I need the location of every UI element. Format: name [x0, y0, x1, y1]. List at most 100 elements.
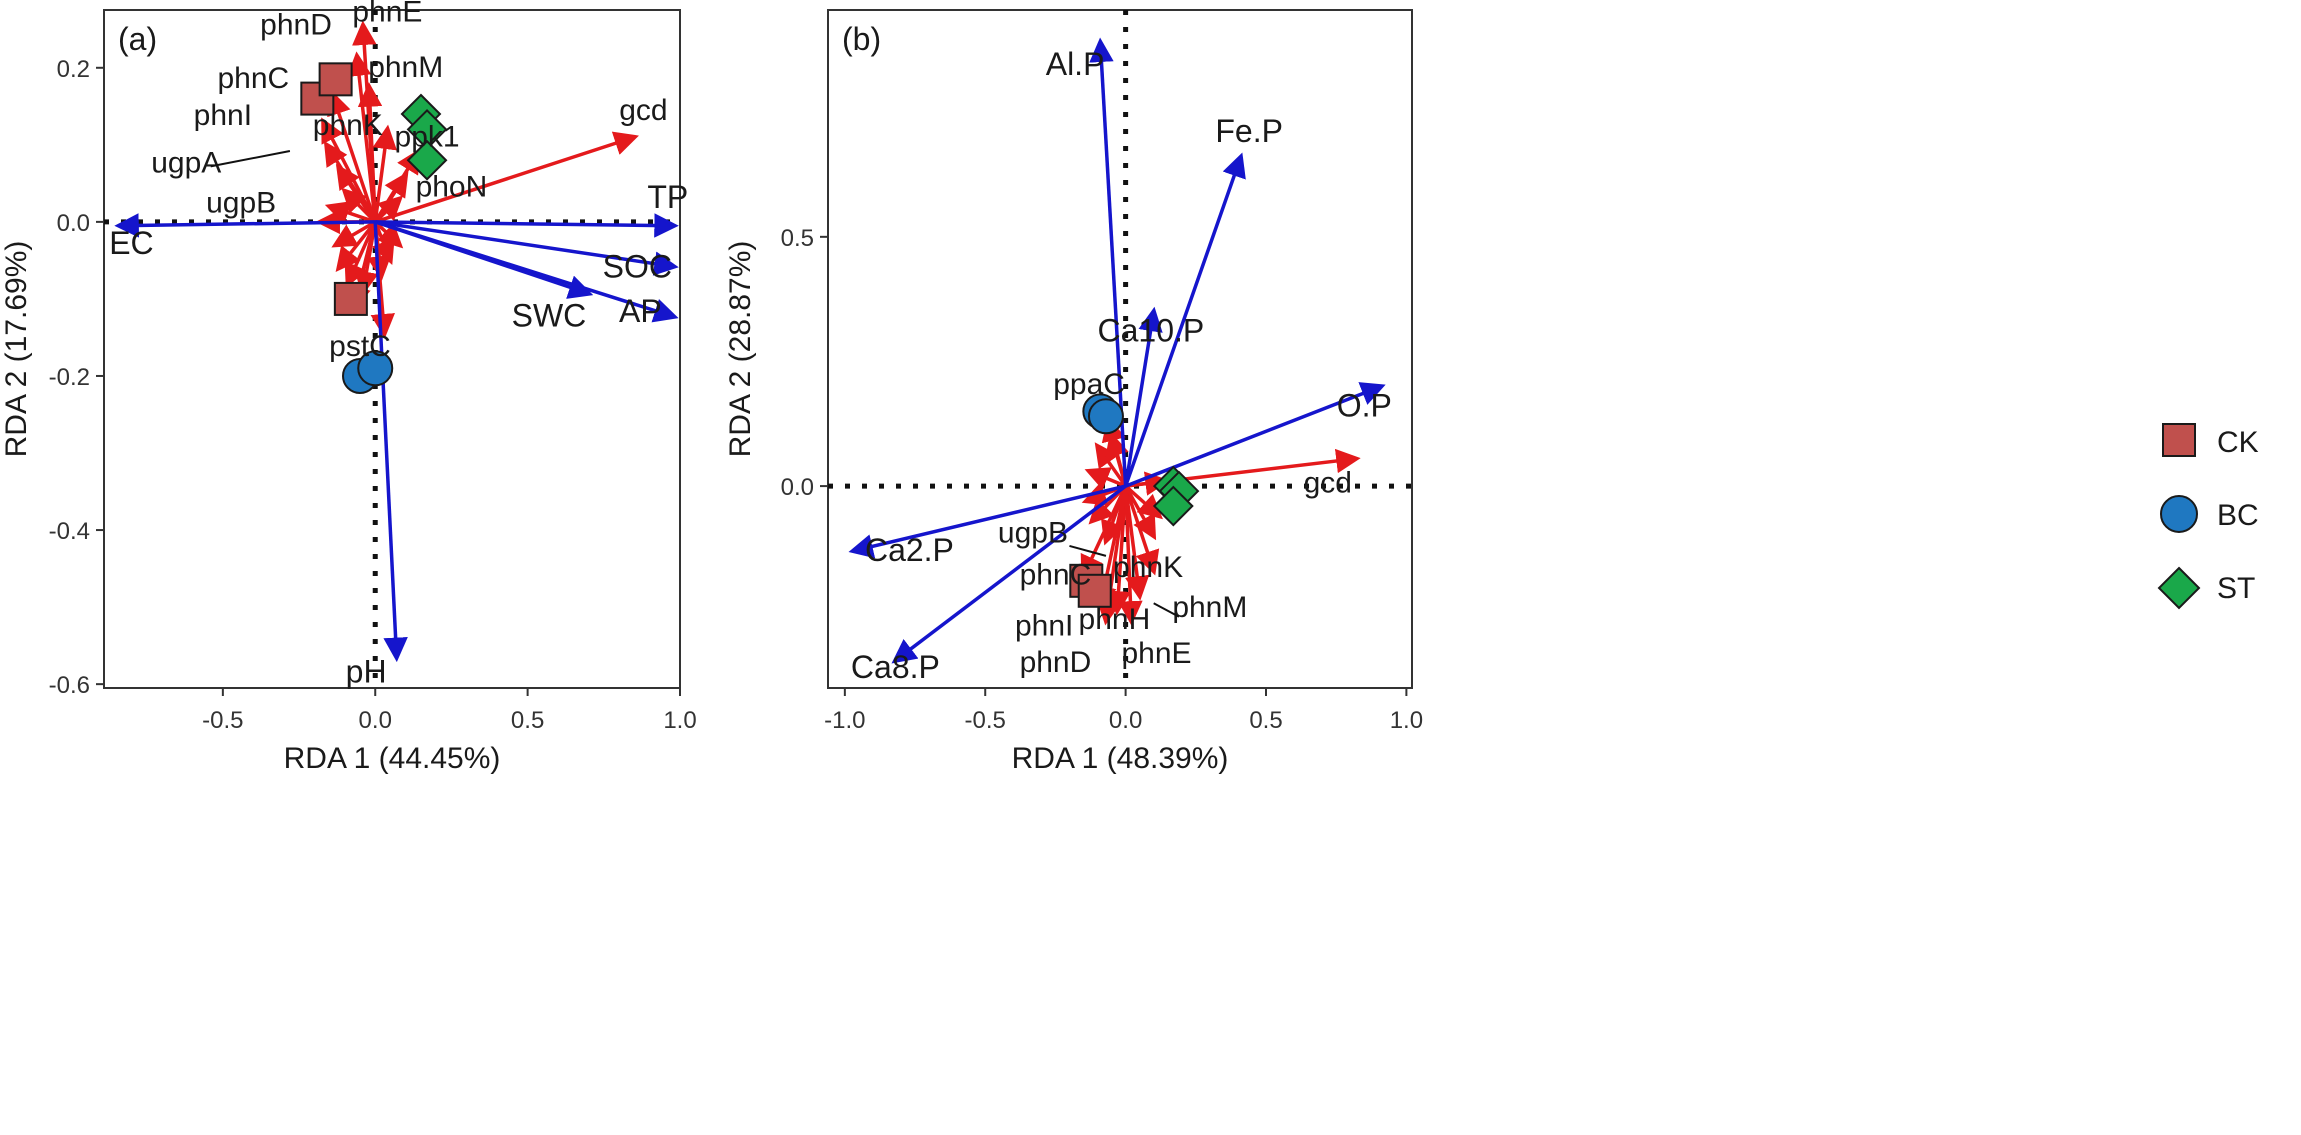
p1-y-tick-label: 0.2 — [57, 56, 90, 83]
legend-key-ck — [2162, 423, 2196, 457]
p2-x-tick-label: 0.0 — [1109, 707, 1142, 734]
p2-species-arrow-unlabeled — [1124, 484, 1163, 520]
p2-y-axis-label: RDA 2 (28.87%) — [724, 241, 757, 458]
panel-b: -1.0 -0.5 0.0 0.5 1.0 0.0 0.5 RDA 1 (48.39%) RDA… — [724, 9, 1423, 775]
p1-x-axis-label: RDA 1 (44.45%) — [284, 742, 501, 775]
p1-species-label-ugpa: ugpA — [151, 147, 221, 180]
p1-species-arrow-unlabeled — [344, 221, 377, 288]
p2-panel-title: (b) — [842, 21, 881, 57]
p2-env-label-op: O.P — [1337, 387, 1392, 423]
p1-env-label-ec: EC — [109, 225, 153, 261]
p2-point-ck — [1077, 573, 1112, 608]
p1-species-arrow-unlabeled — [331, 220, 377, 248]
p2-species-arrow-unlabeled — [1084, 467, 1127, 490]
p2-env-arrow-op — [1124, 382, 1386, 488]
p2-species-label-phnk: phnK — [1113, 551, 1183, 584]
p1-species-arrow-unlabeled — [374, 220, 404, 249]
p1-species-arrow-phnc — [327, 90, 377, 223]
panel-a: -0.5 0.0 0.5 1.0 -0.6 -0.4 -0.2 0.0 0.2 RDA 1 (44… — [0, 0, 697, 775]
p2-x-tick-label: 0.5 — [1249, 707, 1282, 734]
p2-species-label-ppac: ppaC — [1053, 368, 1125, 401]
p1-env-label-ph: pH — [346, 654, 387, 690]
p1-species-label-phni: phnI — [194, 99, 252, 132]
p1-env-arrow-tp — [375, 213, 679, 238]
p2-x-axis-label: RDA 1 (48.39%) — [1012, 742, 1229, 775]
p2-leader-ugpb — [1069, 544, 1107, 557]
p1-env-arrow-ph — [373, 221, 408, 663]
p1-species-label-phne: phnE — [352, 0, 422, 29]
p1-env-arrow-soc — [374, 220, 679, 276]
legend-label-st: ST — [2217, 572, 2255, 605]
p2-species-arrow-unlabeled — [1094, 442, 1128, 488]
p1-species-arrow-unlabeled — [374, 195, 404, 224]
p1-x-tick-label: 0.5 — [511, 707, 544, 734]
p2-species-label-phne: phnE — [1121, 637, 1191, 670]
p2-env-label-ca8p: Ca8.P — [851, 649, 940, 685]
p1-leader-ugpa — [210, 150, 291, 168]
p1-species-arrow-unlabeled — [324, 201, 376, 225]
legend: CK BC ST — [2157, 423, 2259, 610]
p1-env-label-tp: TP — [647, 179, 688, 215]
p2-y-tick-label: 0.5 — [781, 225, 814, 252]
p1-species-label-phnc: phnC — [217, 62, 289, 95]
p2-species-arrow-unlabeled — [1124, 485, 1157, 541]
p2-env-label-ca2p: Ca2.P — [865, 532, 954, 568]
p2-species-label-gcd: gcd — [1304, 467, 1352, 500]
p2-species-label-ugpb: ugpB — [998, 516, 1068, 549]
p1-species-arrow-phnm — [357, 82, 383, 222]
p2-species-label-phnh: phnH — [1079, 603, 1151, 636]
p2-env-arrow-ca8p — [891, 484, 1127, 664]
p1-species-label-phnk: phnK — [313, 109, 383, 142]
p1-panel-title: (a) — [118, 21, 157, 57]
legend-key-bc — [2160, 495, 2198, 533]
p1-species-label-ugpb: ugpB — [206, 187, 276, 220]
p1-species-label-gcd: gcd — [619, 94, 667, 127]
p2-y-tick-label: 0.0 — [781, 474, 814, 501]
p1-y-axis-label: RDA 2 (17.69%) — [0, 241, 33, 458]
p1-point-st — [406, 139, 448, 181]
p1-species-arrow-gcd — [374, 131, 639, 224]
p2-x-tick-label: -0.5 — [965, 707, 1006, 734]
p1-species-label-phon: phoN — [416, 170, 488, 203]
p2-env-label-fep: Fe.P — [1215, 113, 1283, 149]
p1-point-bc — [357, 350, 394, 387]
p1-species-arrow-unlabeled — [341, 187, 377, 224]
legend-key-st — [2157, 566, 2201, 610]
p1-env-arrow-ec — [114, 213, 376, 238]
p1-env-label-ap: AP — [619, 293, 662, 329]
p2-env-arrow-ca2p — [848, 484, 1127, 559]
p2-env-arrow-fep — [1123, 152, 1246, 487]
p2-species-label-phnm: phnM — [1172, 591, 1247, 624]
p2-x-tick-label: -1.0 — [824, 707, 865, 734]
p2-env-label-ca10p: Ca10.P — [1098, 313, 1205, 349]
p1-species-label-phnm: phnM — [368, 51, 443, 84]
p1-y-tick-label: -0.2 — [49, 364, 90, 391]
p1-point-ck — [318, 62, 353, 97]
p1-env-label-soc: SOC — [603, 248, 672, 284]
p2-species-arrow-unlabeled — [1105, 431, 1129, 487]
p2-species-label-phnc: phnC — [1020, 558, 1092, 591]
legend-label-ck: CK — [2217, 426, 2259, 459]
p1-species-label-phnd: phnD — [260, 9, 332, 42]
p2-species-label-phni: phnI — [1015, 610, 1073, 643]
p1-y-tick-label: -0.6 — [49, 672, 90, 699]
p1-env-label-swc: SWC — [512, 298, 587, 334]
p2-point-st — [1152, 485, 1194, 527]
p2-leader-phnm — [1153, 602, 1180, 618]
p2-species-label-phnd: phnD — [1020, 646, 1092, 679]
p1-species-arrow-unlabeled — [372, 124, 398, 223]
p2-env-label-alp: Al.P — [1046, 46, 1105, 82]
p1-y-tick-label: -0.4 — [49, 518, 90, 545]
p2-species-arrow-phne — [1118, 486, 1143, 626]
p1-species-label-ppk1: ppk1 — [395, 120, 460, 153]
p1-point-ck — [333, 281, 368, 316]
legend-label-bc: BC — [2217, 499, 2259, 532]
p2-env-arrow-ca10p — [1123, 306, 1163, 487]
p1-x-tick-label: -0.5 — [202, 707, 243, 734]
p2-species-arrow-phnc — [1080, 485, 1128, 581]
p1-x-tick-label: 1.0 — [663, 707, 696, 734]
p1-y-tick-label: 0.0 — [57, 210, 90, 237]
p2-point-bc — [1087, 398, 1124, 435]
p1-x-tick-label: 0.0 — [359, 707, 392, 734]
